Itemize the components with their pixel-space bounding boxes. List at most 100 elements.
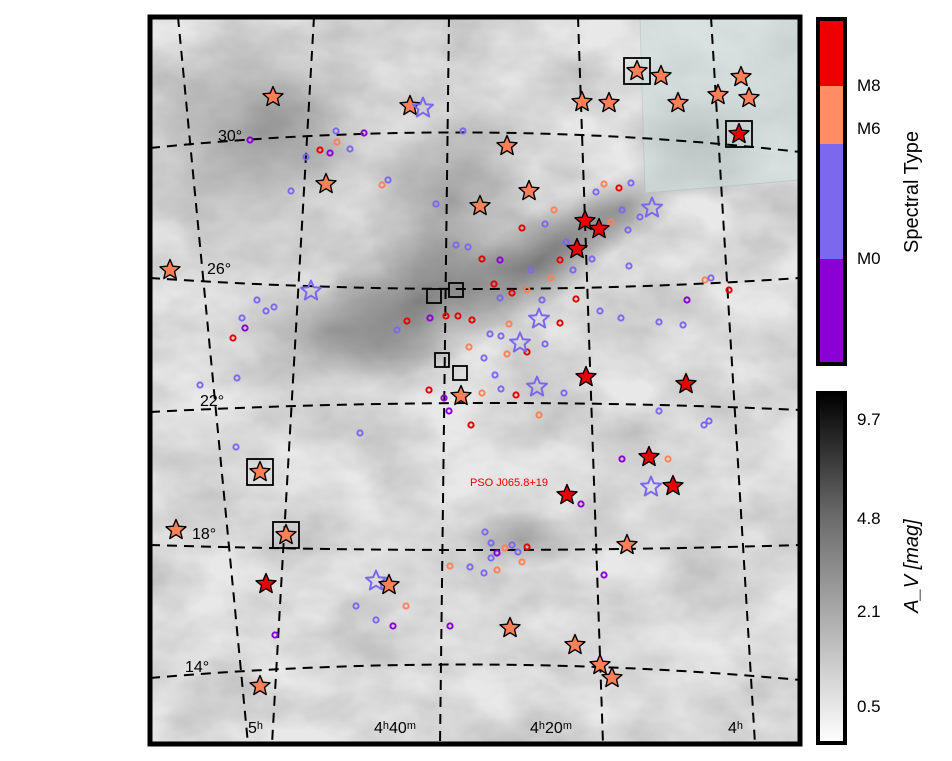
source-circle xyxy=(596,307,604,315)
source-circle xyxy=(332,127,340,135)
tick-av-4.8: 4.8 xyxy=(857,509,881,528)
source-star xyxy=(450,384,472,406)
source-star xyxy=(662,474,684,496)
highlight-box xyxy=(246,458,274,486)
source-circle xyxy=(440,394,448,402)
ra-label-4h20m: 4ʰ20ᵐ xyxy=(530,720,572,737)
source-circle xyxy=(625,262,633,270)
ra-labels: 5ʰ 4ʰ40ᵐ 4ʰ20ᵐ 4ʰ xyxy=(248,720,743,737)
highlight-box xyxy=(623,57,651,85)
spectral-type-title: Spectral Type xyxy=(901,131,923,253)
source-star xyxy=(738,86,760,108)
source-star xyxy=(626,59,648,81)
source-circle xyxy=(496,256,504,264)
source-star xyxy=(575,365,597,387)
colorbar-segment-gt-m8 xyxy=(818,19,845,86)
source-circle xyxy=(360,129,368,137)
source-circle xyxy=(271,631,279,639)
source-circle xyxy=(465,343,473,351)
source-circle xyxy=(547,274,555,282)
source-circle xyxy=(389,622,397,630)
source-circle xyxy=(496,294,504,302)
tick-av-0.5: 0.5 xyxy=(857,697,881,716)
highlight-box xyxy=(448,282,464,298)
source-circle xyxy=(655,318,663,326)
source-circle xyxy=(426,314,434,322)
source-star xyxy=(730,65,752,87)
tick-m6: M6 xyxy=(857,119,881,138)
source-circle xyxy=(725,286,733,294)
tick-m8: M8 xyxy=(857,76,881,95)
source-circle xyxy=(452,241,460,249)
source-star xyxy=(412,96,434,118)
source-circle xyxy=(232,443,240,451)
ra-label-5h: 5ʰ xyxy=(248,720,263,737)
map-frame xyxy=(147,14,803,747)
source-star xyxy=(275,523,297,545)
source-circle xyxy=(270,303,278,311)
source-star xyxy=(564,633,586,655)
tick-av-9.7: 9.7 xyxy=(857,410,881,429)
source-circle xyxy=(541,340,549,348)
source-circle xyxy=(446,622,454,630)
source-circle xyxy=(607,218,615,226)
source-star xyxy=(249,460,271,482)
source-circle xyxy=(505,320,513,328)
source-circle xyxy=(527,266,535,274)
source-star xyxy=(499,616,521,638)
source-star xyxy=(315,172,337,194)
source-circle xyxy=(705,417,713,425)
source-circle xyxy=(618,455,626,463)
source-circle xyxy=(518,224,526,232)
source-circle xyxy=(624,226,632,234)
source-circle xyxy=(556,256,564,264)
source-circle xyxy=(664,455,672,463)
source-circle xyxy=(523,543,531,551)
source-circle xyxy=(497,332,505,340)
source-circle xyxy=(618,206,626,214)
source-circle xyxy=(538,296,546,304)
source-circle xyxy=(535,411,543,419)
dec-label-30: 30° xyxy=(218,128,242,145)
source-star xyxy=(650,64,672,86)
source-circle xyxy=(491,371,499,379)
source-circle xyxy=(333,138,341,146)
source-circle xyxy=(378,181,386,189)
source-star xyxy=(365,569,387,591)
source-circle xyxy=(468,316,476,324)
source-star xyxy=(159,258,181,280)
source-circle xyxy=(464,243,472,251)
source-circle xyxy=(523,348,531,356)
source-circle xyxy=(302,153,310,161)
source-circle xyxy=(683,296,691,304)
source-star xyxy=(707,83,729,105)
source-circle xyxy=(487,554,495,562)
source-star xyxy=(728,122,750,144)
source-circle xyxy=(569,266,577,274)
data-markers xyxy=(159,57,760,696)
survey-region xyxy=(639,17,800,194)
source-circle xyxy=(233,374,241,382)
source-circle xyxy=(550,206,558,214)
source-star xyxy=(598,91,620,113)
source-circle xyxy=(459,127,467,135)
source-circle xyxy=(497,385,505,393)
source-circle xyxy=(287,187,295,195)
source-circle xyxy=(490,280,498,288)
source-circle xyxy=(701,276,709,284)
source-circle xyxy=(512,391,520,399)
source-circle xyxy=(425,386,433,394)
source-star xyxy=(675,372,697,394)
highlight-box xyxy=(452,365,468,381)
source-circle xyxy=(615,184,623,192)
object-annotation: PSO J065.8+19 xyxy=(470,477,548,489)
source-star xyxy=(399,94,421,116)
source-star xyxy=(667,91,689,113)
source-star xyxy=(638,445,660,467)
source-circle xyxy=(466,563,474,571)
source-circle xyxy=(556,319,564,327)
source-circle xyxy=(246,136,254,144)
source-circle xyxy=(487,539,495,547)
dec-label-22: 22° xyxy=(200,393,224,410)
source-circle xyxy=(514,548,522,556)
